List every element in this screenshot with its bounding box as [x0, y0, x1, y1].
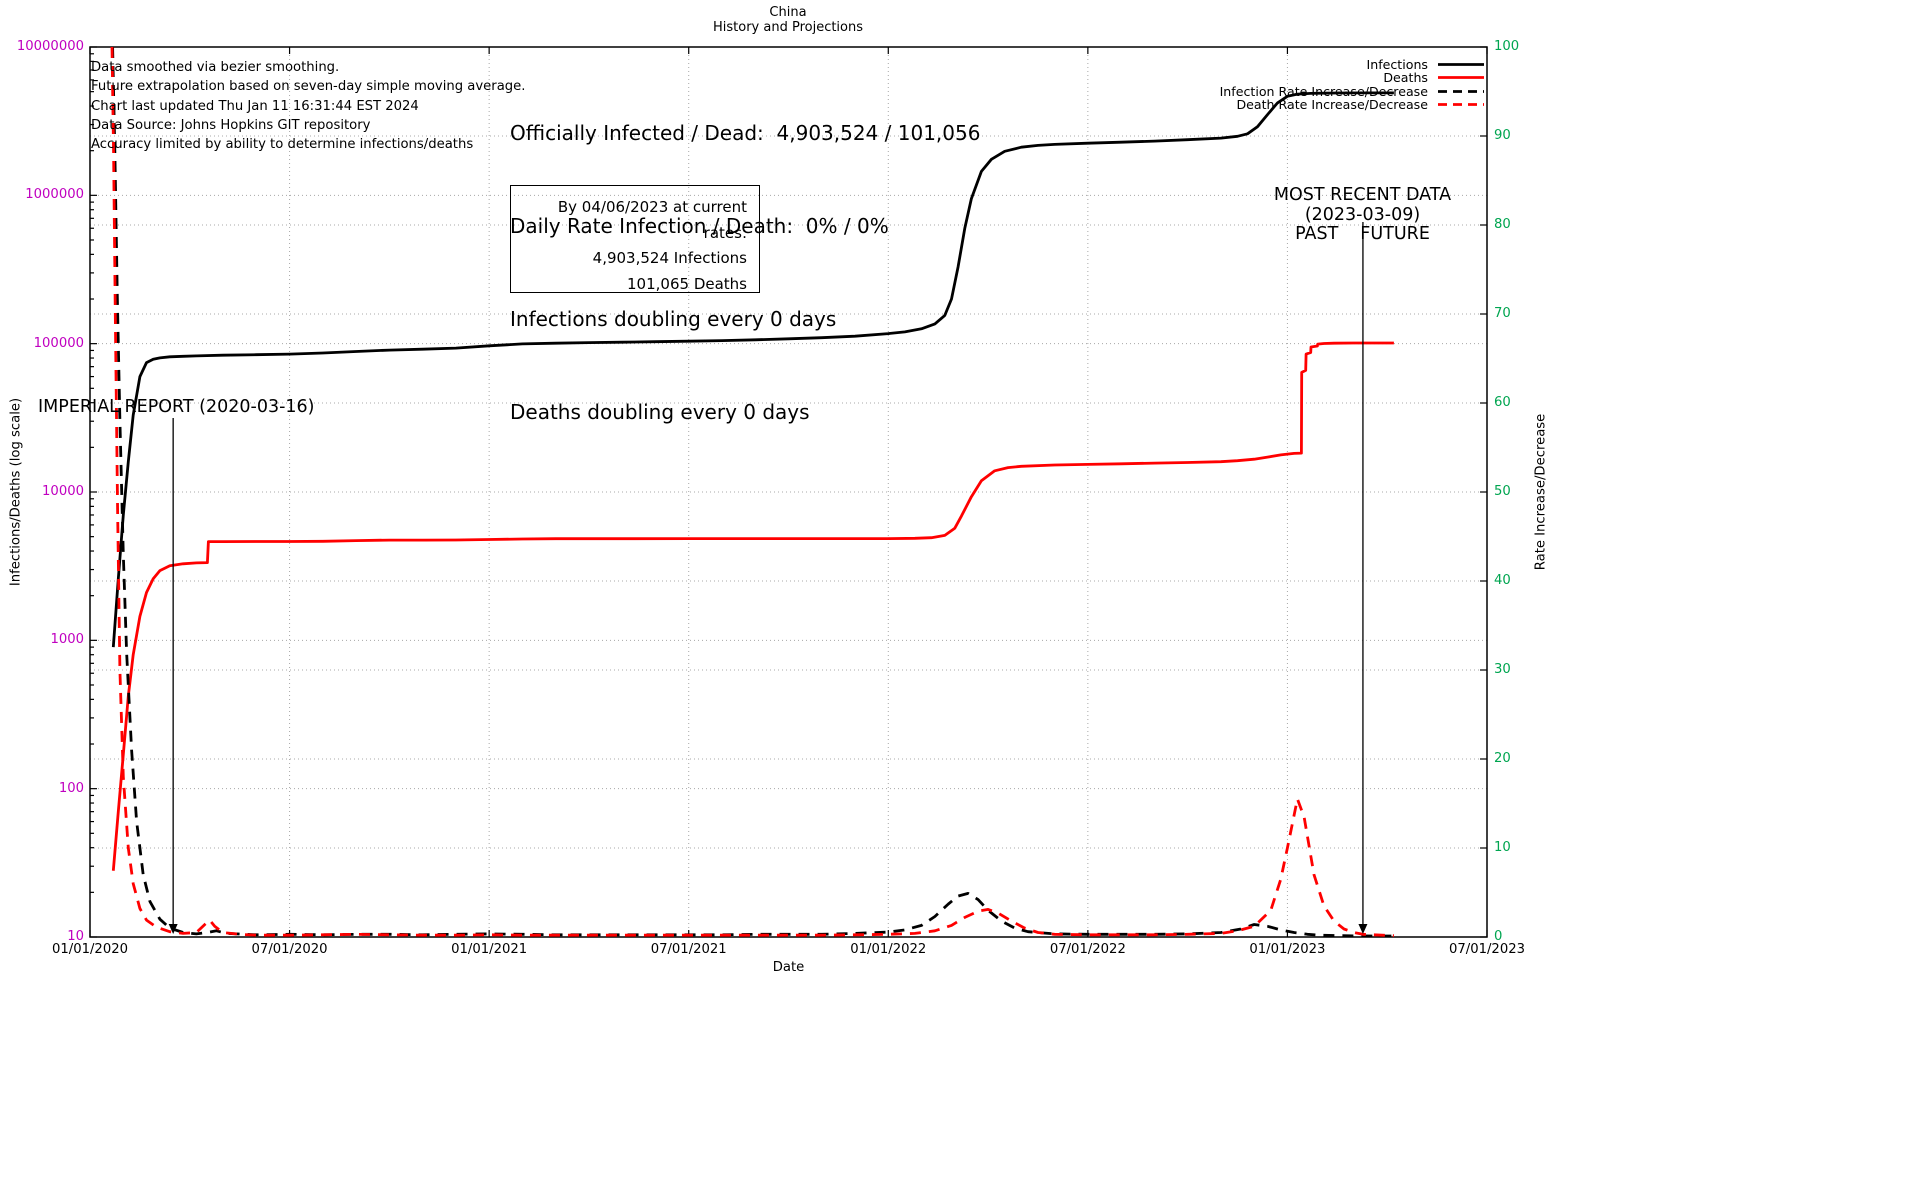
legend-item: Infection Rate Increase/Decrease	[1219, 83, 1486, 99]
series-line-0	[111, 91, 1394, 648]
y1-tick-label: 1000000	[25, 187, 84, 203]
legend-line-sample	[1438, 103, 1484, 106]
y2-tick-label: 90	[1494, 128, 1511, 143]
notes-block: Data smoothed via bezier smoothing. Futur…	[91, 58, 525, 154]
series-line-1	[111, 341, 1394, 871]
legend-label: Infection Rate Increase/Decrease	[1219, 83, 1428, 99]
axis-ticks	[89, 46, 1488, 938]
stat-deaths-doubling: Deaths doubling every 0 days	[510, 400, 810, 424]
note-line: Data smoothed via bezier smoothing.	[91, 60, 340, 75]
most-recent-label: MOST RECENT DATA (2023-03-09) PAST FUTUR…	[1232, 185, 1493, 245]
x-axis-title: Date	[772, 960, 805, 975]
most-recent-arrow	[1358, 222, 1368, 934]
y2-axis-title: Rate Increase/Decrease	[1533, 413, 1549, 571]
y1-tick-label: 10000	[42, 484, 84, 499]
y2-tick-label: 40	[1494, 573, 1511, 588]
y1-tick-label: 10000000	[16, 39, 84, 54]
y2-tick-label: 70	[1494, 306, 1511, 321]
stat-officially-infected: Officially Infected / Dead: 4,903,524 / …	[510, 121, 981, 145]
legend-item: Death Rate Increase/Decrease	[1220, 97, 1486, 113]
y2-tick-label: 10	[1494, 840, 1511, 855]
most-recent-line2: (2023-03-09)	[1304, 204, 1421, 225]
future-label: FUTURE	[1360, 224, 1430, 244]
projection-deaths: 101,065 Deaths	[627, 274, 747, 293]
x-tick-label: 01/01/2020	[51, 942, 128, 957]
x-tick-label: 01/01/2021	[451, 942, 528, 957]
y1-tick-label: 1000	[50, 632, 84, 648]
legend-line-sample	[1438, 63, 1484, 67]
y2-tick-label: 50	[1494, 484, 1511, 499]
y2-tick-label: 30	[1494, 662, 1511, 677]
note-line: Accuracy limited by ability to determine…	[91, 137, 474, 153]
x-tick-label: 07/01/2020	[251, 942, 328, 957]
note-line: Future extrapolation based on seven-day …	[91, 79, 526, 95]
projection-infections: 4,903,524 Infections	[592, 249, 747, 267]
imperial-report-label: IMPERIAL REPORT (2020-03-16)	[38, 397, 315, 417]
stats-block: Officially Infected / Dead: 4,903,524 / …	[510, 56, 980, 490]
y1-tick-label: 100	[58, 780, 84, 796]
y2-tick-label: 80	[1494, 217, 1511, 232]
legend: Infections Deaths Infection Rate Increase/…	[1219, 57, 1486, 113]
x-tick-label: 07/01/2022	[1049, 942, 1126, 957]
y2-tick-label: 60	[1494, 395, 1511, 410]
grid	[90, 47, 1487, 937]
legend-line-sample	[1438, 89, 1484, 93]
legend-label: Infections	[1366, 57, 1429, 73]
legend-label: Death Rate Increase/Decrease	[1236, 97, 1428, 113]
note-line: Data Source: Johns Hopkins GIT repositor…	[91, 117, 371, 133]
legend-label: Deaths	[1383, 70, 1428, 86]
y2-tick-label: 100	[1494, 39, 1520, 54]
note-line: Chart last updated Thu Jan 11 16:31:44 E…	[91, 98, 419, 114]
projection-header: By 04/06/2023 at current rates:	[557, 198, 747, 242]
x-tick-label: 01/01/2023	[1249, 942, 1326, 957]
y2-tick-label: 0	[1494, 929, 1503, 944]
legend-item: Infections	[1220, 57, 1486, 73]
past-label: PAST	[1295, 224, 1339, 244]
y1-tick-label: 100000	[33, 335, 84, 351]
most-recent-line1: MOST RECENT DATA	[1273, 185, 1452, 205]
chart-title: China	[769, 5, 807, 20]
y1-tick-label: 10	[67, 929, 84, 944]
title-block: China History and Projections	[438, 5, 1138, 35]
x-tick-label: 01/01/2022	[850, 942, 927, 957]
stat-daily-rate: Daily Rate Infection / Death: 0% / 0%	[510, 214, 889, 238]
y2-tick-label: 20	[1494, 751, 1511, 766]
imperial-report-arrow	[168, 418, 178, 934]
legend-line-sample	[1438, 76, 1484, 80]
series-line-3	[110, 46, 1394, 938]
x-tick-label: 07/01/2023	[1448, 942, 1525, 957]
projection-box: By 04/06/2023 at current rates: 4,903,52…	[510, 185, 760, 293]
chart-subtitle: History and Projections	[712, 19, 864, 35]
x-tick-label: 07/01/2021	[650, 942, 727, 957]
stat-infections-doubling: Infections doubling every 0 days	[510, 307, 837, 331]
legend-item: Deaths	[1220, 70, 1486, 86]
